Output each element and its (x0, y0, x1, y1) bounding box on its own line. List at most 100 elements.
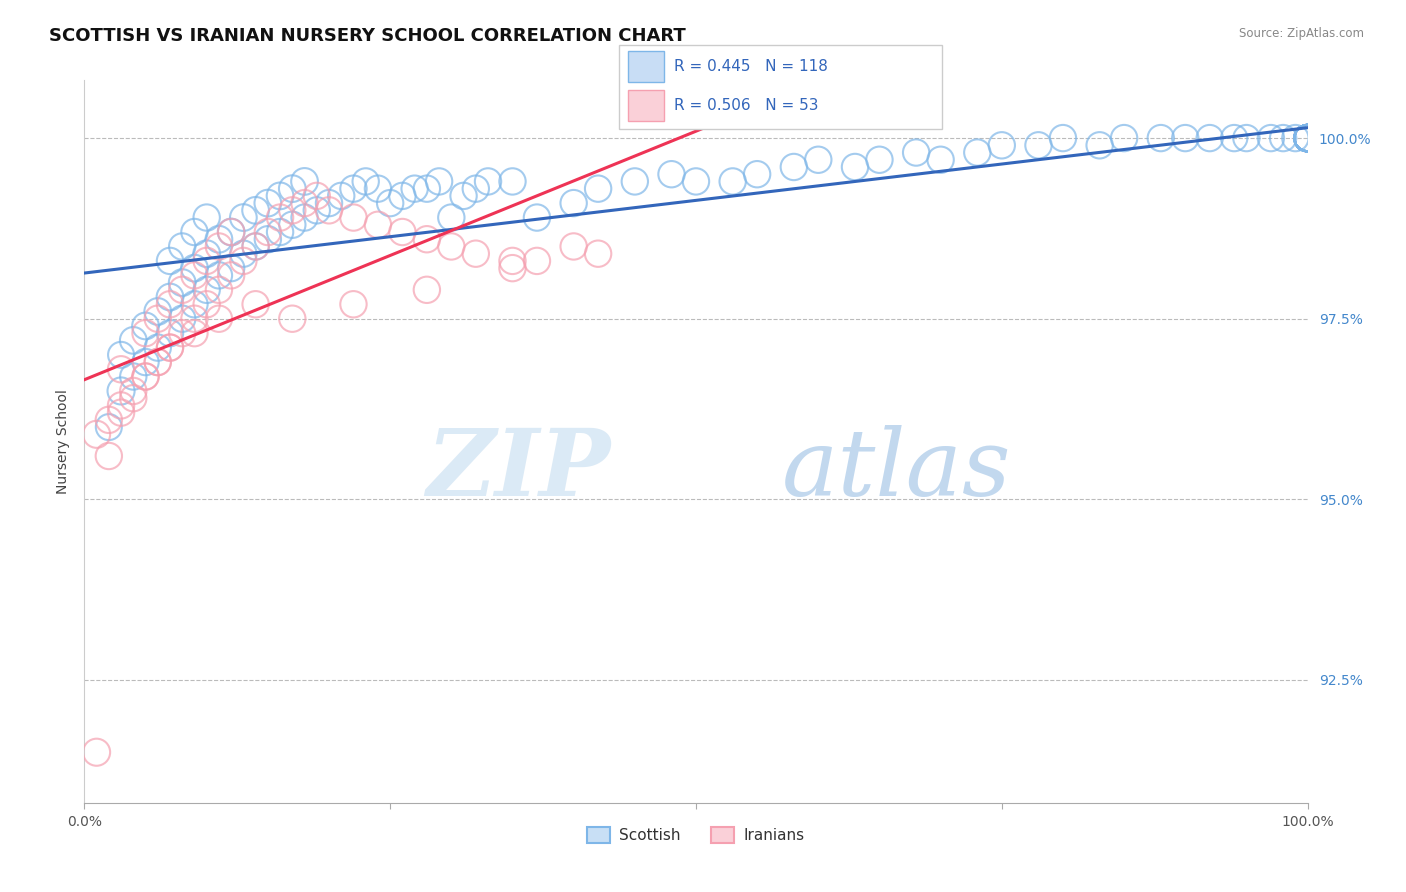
Point (661, 167, 683, 181)
Point (122, 334, 145, 348)
Point (1272, 131, 1295, 145)
Point (1296, 131, 1319, 145)
Point (367, 218, 389, 232)
Point (1296, 131, 1319, 145)
Point (342, 181, 364, 195)
Point (427, 174, 450, 188)
Point (183, 297, 205, 311)
Point (135, 318, 157, 333)
Point (183, 261, 205, 276)
Point (208, 232, 231, 246)
Point (391, 225, 413, 239)
Point (219, 225, 242, 239)
Point (1198, 131, 1220, 145)
Point (1236, 131, 1258, 145)
Point (1284, 131, 1306, 145)
Point (86, 427, 108, 442)
Point (342, 211, 364, 225)
Text: atlas: atlas (782, 425, 1011, 516)
Point (807, 153, 830, 167)
Point (110, 398, 132, 412)
Point (330, 189, 353, 203)
Point (1296, 131, 1319, 145)
Point (110, 348, 132, 362)
Point (135, 369, 157, 384)
Point (1296, 131, 1319, 145)
Point (1296, 131, 1319, 145)
Point (257, 225, 280, 239)
Point (122, 369, 145, 384)
Point (1028, 138, 1050, 153)
Point (135, 355, 157, 369)
Point (269, 189, 291, 203)
Point (135, 369, 157, 384)
Point (146, 341, 169, 355)
Point (342, 297, 364, 311)
Point (502, 174, 524, 188)
Point (464, 181, 486, 195)
Point (1296, 131, 1319, 145)
Text: R = 0.445   N = 118: R = 0.445 N = 118 (673, 59, 828, 74)
Point (562, 239, 585, 253)
Point (110, 362, 132, 376)
Point (1296, 131, 1319, 145)
Point (97, 420, 120, 434)
Point (844, 160, 866, 174)
Point (294, 211, 316, 225)
Point (159, 326, 181, 340)
Point (1296, 131, 1319, 145)
Point (380, 196, 402, 211)
Point (1296, 131, 1319, 145)
Point (159, 297, 181, 311)
Point (1296, 131, 1319, 145)
Point (159, 341, 181, 355)
Point (122, 391, 145, 405)
Point (1296, 131, 1319, 145)
Point (294, 174, 316, 188)
Point (526, 253, 548, 268)
Point (1260, 131, 1282, 145)
Point (219, 268, 242, 283)
Point (991, 138, 1014, 153)
Point (195, 283, 218, 297)
Point (146, 355, 169, 369)
Point (172, 326, 194, 340)
Point (183, 326, 205, 340)
Point (1296, 131, 1319, 145)
Point (1296, 131, 1319, 145)
Point (245, 239, 267, 253)
Point (1296, 131, 1319, 145)
Point (1296, 131, 1319, 145)
Point (1296, 131, 1319, 145)
Point (1296, 131, 1319, 145)
Point (354, 174, 377, 188)
Point (929, 153, 952, 167)
Point (183, 225, 205, 239)
Point (245, 239, 267, 253)
Point (1296, 131, 1319, 145)
Point (232, 211, 254, 225)
Point (1223, 131, 1246, 145)
Point (195, 211, 218, 225)
Point (1296, 131, 1319, 145)
Bar (628, 90, 664, 120)
Point (257, 232, 280, 246)
Point (183, 311, 205, 326)
Point (404, 181, 426, 195)
Point (110, 406, 132, 420)
Point (135, 326, 157, 340)
Point (1296, 131, 1319, 145)
Point (1296, 131, 1319, 145)
Point (318, 203, 340, 218)
Y-axis label: Nursery School: Nursery School (56, 389, 70, 494)
Point (783, 160, 806, 174)
Point (172, 276, 194, 290)
Point (966, 145, 988, 160)
Point (86, 745, 108, 759)
Point (464, 246, 486, 260)
Point (562, 196, 585, 211)
Point (721, 174, 744, 188)
Point (97, 413, 120, 427)
Point (391, 189, 413, 203)
Point (294, 196, 316, 211)
